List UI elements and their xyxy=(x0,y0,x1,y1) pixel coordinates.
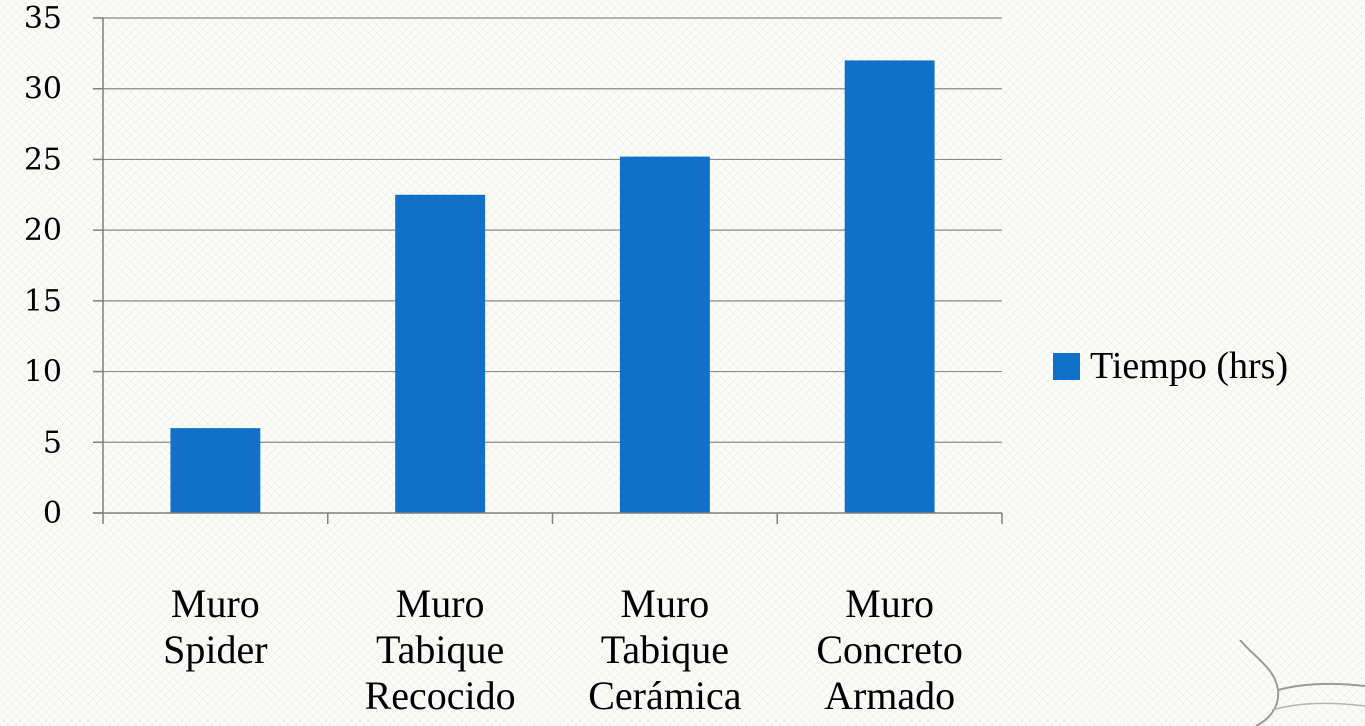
x-category-label: Muro Concreto Armado xyxy=(816,581,963,718)
x-category-label: Muro Tabique Recocido xyxy=(365,581,516,718)
y-tick-label: 35 xyxy=(24,1,62,36)
y-tick-label: 25 xyxy=(24,142,62,177)
bars xyxy=(170,60,935,514)
y-tick-labels: 0 5 10 15 20 25 30 35 xyxy=(24,1,62,531)
axes xyxy=(93,17,1003,524)
bar-4 xyxy=(844,60,935,514)
y-tick-label: 30 xyxy=(24,72,62,107)
legend-label: Tiempo (hrs) xyxy=(1090,345,1289,387)
y-tick-label: 20 xyxy=(24,213,62,248)
swirl-logo-icon xyxy=(1239,640,1365,726)
x-category-label: Muro Tabique Cerámica xyxy=(588,581,741,718)
gridlines xyxy=(103,17,1002,443)
x-category-labels: Muro Spider Muro Tabique Recocido Muro Tabique… xyxy=(163,581,963,718)
bar-3 xyxy=(619,156,710,513)
x-category-label: Muro Spider xyxy=(163,581,267,672)
y-tick-label: 10 xyxy=(24,355,62,390)
y-tick-label: 5 xyxy=(43,425,62,460)
bar-1 xyxy=(170,428,261,513)
legend: Tiempo (hrs) xyxy=(1053,344,1288,388)
y-tick-label: 0 xyxy=(43,496,62,531)
y-tick-label: 15 xyxy=(24,284,62,319)
bar-2 xyxy=(395,194,486,514)
legend-swatch xyxy=(1053,352,1080,380)
